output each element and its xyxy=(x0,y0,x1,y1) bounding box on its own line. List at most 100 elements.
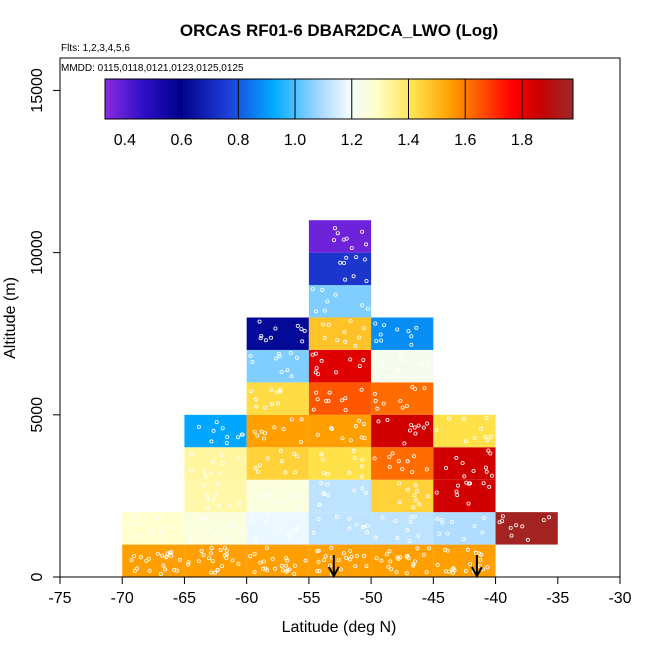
sample-point xyxy=(253,397,258,402)
sample-point xyxy=(326,398,331,403)
sample-point xyxy=(215,568,220,573)
sample-point xyxy=(412,386,417,391)
sample-point xyxy=(224,441,229,446)
sample-point xyxy=(339,398,344,403)
sample-point xyxy=(189,468,194,473)
sample-point xyxy=(269,402,274,407)
colorbar-tick-label: 1.8 xyxy=(511,132,533,149)
sample-point xyxy=(335,231,340,236)
sample-point xyxy=(373,321,378,326)
heatmap-cell xyxy=(371,512,434,545)
sample-point xyxy=(444,465,449,470)
sample-point xyxy=(416,423,421,428)
sample-point xyxy=(155,516,160,521)
heatmap-cell xyxy=(184,414,247,448)
sample-point xyxy=(435,562,440,567)
sample-point xyxy=(452,568,457,573)
sample-point xyxy=(295,323,300,328)
sample-point xyxy=(405,459,410,464)
sample-point xyxy=(311,530,316,535)
sample-point xyxy=(208,525,213,530)
colorbar-tick-label: 1.6 xyxy=(454,132,476,149)
sample-point xyxy=(406,329,411,334)
sample-point xyxy=(410,384,415,389)
sample-point xyxy=(466,501,471,506)
sample-point xyxy=(380,515,385,520)
sample-point xyxy=(269,492,274,497)
sample-point xyxy=(316,548,321,553)
sample-point xyxy=(196,559,201,564)
sample-point xyxy=(209,546,214,551)
sample-point xyxy=(205,506,210,511)
sample-point xyxy=(483,435,488,440)
colorbar-tick-label: 1.4 xyxy=(397,132,419,149)
sample-point xyxy=(525,537,530,542)
sample-point xyxy=(509,533,514,538)
sample-point xyxy=(315,397,320,402)
sample-point xyxy=(409,342,414,347)
sample-point xyxy=(483,465,488,470)
sample-point xyxy=(385,417,390,422)
sample-point xyxy=(405,487,410,492)
sample-point xyxy=(335,338,340,343)
sample-point xyxy=(319,452,324,457)
sample-point xyxy=(332,226,337,231)
sample-point xyxy=(327,390,332,395)
sample-point xyxy=(329,426,334,431)
sample-point xyxy=(235,435,240,440)
sample-point xyxy=(322,491,327,496)
sample-point xyxy=(280,568,285,573)
sample-point xyxy=(322,308,327,313)
sample-point xyxy=(488,451,493,456)
sample-point xyxy=(137,533,142,538)
heatmap-cell xyxy=(371,479,434,513)
heatmap-cell xyxy=(308,349,372,383)
sample-point xyxy=(220,426,225,431)
sample-point xyxy=(467,481,472,486)
sample-point xyxy=(362,257,367,262)
sample-point xyxy=(325,482,330,487)
sample-point xyxy=(361,421,366,426)
sample-point xyxy=(402,441,407,446)
sample-point xyxy=(236,561,241,566)
sample-point xyxy=(160,553,165,558)
sample-point xyxy=(186,560,191,565)
heatmap-cell xyxy=(308,220,372,253)
sample-point xyxy=(446,569,451,574)
sample-point xyxy=(278,389,283,394)
sample-point xyxy=(343,408,348,413)
flight-arrow-head xyxy=(471,566,483,579)
sample-point xyxy=(376,419,381,424)
sample-point xyxy=(236,456,241,461)
heatmap-cell xyxy=(246,447,309,480)
sample-point xyxy=(222,553,227,558)
sample-point xyxy=(547,515,552,520)
sample-point xyxy=(225,434,230,439)
sample-point xyxy=(374,556,379,561)
sample-point xyxy=(214,420,219,425)
sample-point xyxy=(461,537,466,542)
sample-point xyxy=(273,566,278,571)
sample-point xyxy=(299,506,304,511)
sample-point xyxy=(132,554,137,559)
sample-point xyxy=(357,418,362,423)
sample-point xyxy=(253,404,258,409)
sample-point xyxy=(219,564,224,569)
sample-point xyxy=(508,525,513,530)
sample-point xyxy=(413,498,418,503)
heatmap-cell xyxy=(184,447,247,480)
sample-point xyxy=(348,357,353,362)
sample-point xyxy=(347,470,352,475)
sample-point xyxy=(299,417,304,422)
y-tick-label: 15000 xyxy=(29,68,46,113)
heatmap-cell xyxy=(308,285,372,318)
sample-point xyxy=(390,451,395,456)
sample-point xyxy=(314,366,319,371)
sample-point xyxy=(269,387,274,392)
sample-point xyxy=(289,374,294,379)
heatmap-cell xyxy=(433,479,496,513)
sample-point xyxy=(472,524,477,529)
sample-point xyxy=(417,502,422,507)
sample-point xyxy=(311,407,316,412)
sample-point xyxy=(336,558,341,563)
